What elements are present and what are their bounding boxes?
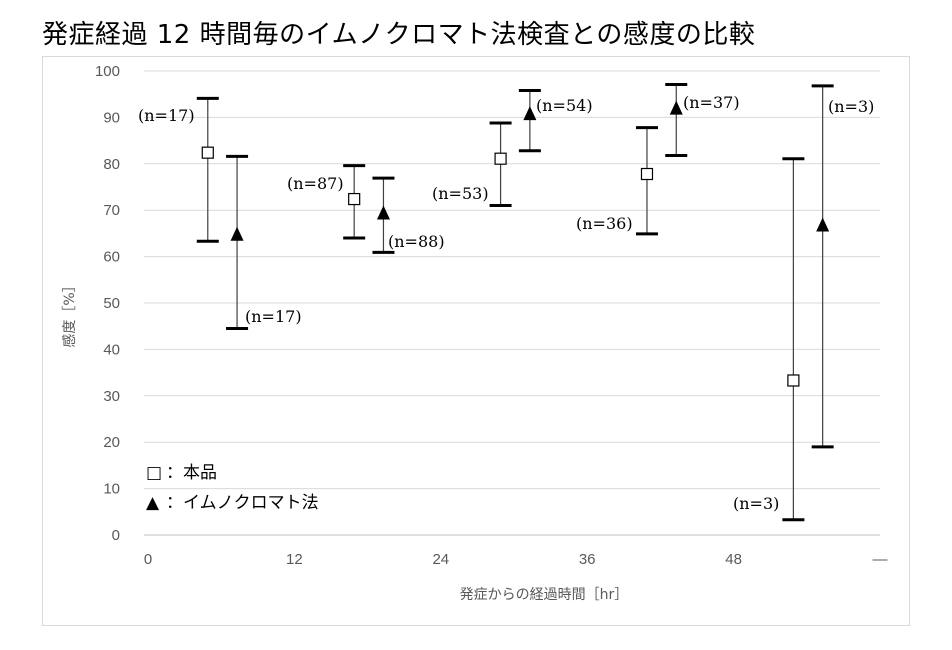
sample-size-label: (n=88) <box>388 232 445 251</box>
data-point-square <box>494 152 507 165</box>
x-tick-label: — <box>873 551 888 568</box>
y-tick-label: 10 <box>103 481 120 498</box>
chart-frame <box>42 56 910 626</box>
data-point-triangle <box>230 226 244 241</box>
y-tick-label: 60 <box>103 249 120 266</box>
y-tick-label: 50 <box>103 295 120 312</box>
y-tick-label: 40 <box>103 341 120 358</box>
y-tick-label: 70 <box>103 202 120 219</box>
y-tick-label: 20 <box>103 434 120 451</box>
data-point-triangle <box>376 205 390 220</box>
chart-title: 発症経過 12 時間毎のイムノクロマト法検査との感度の比較 <box>42 20 756 50</box>
legend-marker-square: □ <box>146 463 162 483</box>
data-point-square <box>348 192 361 206</box>
x-tick-label: 24 <box>432 551 449 568</box>
sample-size-label: (n=36) <box>576 214 633 233</box>
sample-size-label: (n=17) <box>245 307 302 326</box>
sample-size-label: (n=37) <box>683 93 740 112</box>
sample-size-label: (n=54) <box>536 96 593 115</box>
data-point-triangle <box>669 100 683 115</box>
x-tick-label: 36 <box>579 551 596 568</box>
sample-size-label: (n=3) <box>828 97 874 116</box>
y-tick-label: 80 <box>103 156 120 173</box>
data-point-square <box>201 146 214 159</box>
data-point-square <box>787 374 800 387</box>
x-axis-title: 発症からの経過時間［hr］ <box>460 587 629 603</box>
data-point-square <box>640 167 654 181</box>
y-tick-label: 100 <box>95 63 120 80</box>
data-point-triangle <box>816 217 830 232</box>
sample-size-label: (n=17) <box>138 106 195 125</box>
x-tick-label: 12 <box>286 551 303 568</box>
y-tick-label: 30 <box>103 388 120 405</box>
y-tick-label: 90 <box>103 109 120 126</box>
x-tick-label: 48 <box>725 551 742 568</box>
legend-marker-triangle: ▲ <box>146 493 160 513</box>
sample-size-label: (n=3) <box>733 494 779 513</box>
legend-label-immuno: ：イムノクロマト法 <box>166 493 319 513</box>
legend-label-product: ：本品 <box>166 463 217 483</box>
data-point-triangle <box>523 106 537 121</box>
y-tick-label: 0 <box>112 527 120 544</box>
y-axis-title: 感度［%］ <box>61 278 78 347</box>
x-tick-label: 0 <box>144 551 152 568</box>
sample-size-label: (n=53) <box>432 184 489 203</box>
sample-size-label: (n=87) <box>287 174 344 193</box>
